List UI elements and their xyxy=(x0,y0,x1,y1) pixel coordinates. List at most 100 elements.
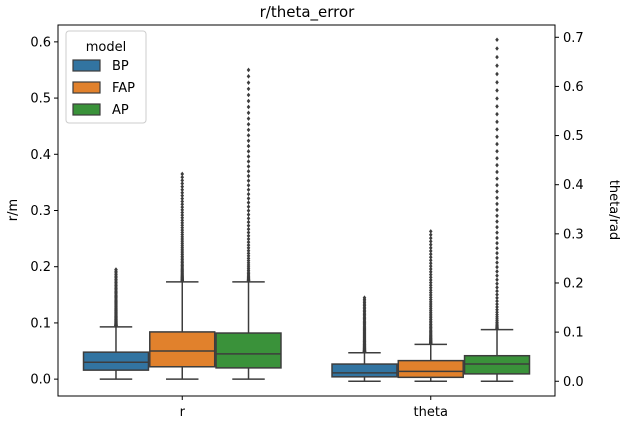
outlier-point xyxy=(180,207,185,213)
outlier-point xyxy=(246,187,251,193)
outlier-point xyxy=(495,309,499,315)
outlier-point xyxy=(246,245,251,251)
outlier-point xyxy=(246,251,251,256)
outlier-point xyxy=(495,219,499,224)
outlier-point xyxy=(246,226,251,232)
outlier-point xyxy=(246,258,251,263)
outlier-point xyxy=(495,134,499,140)
outlier-point xyxy=(495,269,499,274)
outliers xyxy=(428,229,433,346)
outlier-point xyxy=(246,80,251,85)
outlier-point xyxy=(495,260,499,265)
outlier-point xyxy=(180,227,185,233)
outlier-point xyxy=(246,208,251,213)
outlier-point xyxy=(180,190,185,196)
left-tick-label: 0.6 xyxy=(30,35,51,50)
outlier-point xyxy=(495,255,499,261)
outliers xyxy=(180,171,185,284)
outlier-point xyxy=(246,239,251,245)
outlier-point xyxy=(180,199,185,204)
outlier-point xyxy=(246,223,251,228)
outlier-point xyxy=(428,269,433,275)
outlier-point xyxy=(495,63,499,68)
outlier-point xyxy=(495,155,499,161)
outlier-point xyxy=(246,219,251,225)
outlier-point xyxy=(246,182,251,188)
outlier-point xyxy=(180,230,185,235)
outlier-point xyxy=(428,275,433,280)
outlier-point xyxy=(495,71,499,77)
outlier-point xyxy=(495,285,499,290)
outlier-point xyxy=(428,285,433,291)
outlier-point xyxy=(428,242,433,247)
outlier-point xyxy=(495,307,499,312)
outlier-point xyxy=(246,138,251,144)
box-fap-r xyxy=(149,171,216,380)
legend-label-bp: BP xyxy=(112,59,129,74)
outlier-point xyxy=(495,298,499,304)
outlier-point xyxy=(428,260,433,266)
outlier-point xyxy=(180,184,185,189)
outlier-point xyxy=(246,110,251,116)
outlier-point xyxy=(495,207,499,213)
legend-swatch-ap xyxy=(72,103,101,116)
right-tick-label: 0.0 xyxy=(563,375,584,390)
left-tick-label: 0.0 xyxy=(30,373,51,388)
outlier-point xyxy=(495,195,499,201)
left-tick-label: 0.5 xyxy=(30,92,51,107)
outlier-point xyxy=(495,104,499,109)
boxes-layer xyxy=(82,37,531,383)
outlier-point xyxy=(495,304,499,310)
outlier-point xyxy=(428,272,433,277)
outlier-point xyxy=(428,235,433,241)
outlier-point xyxy=(180,202,185,207)
outlier-point xyxy=(495,96,499,101)
outlier-point xyxy=(495,240,499,246)
outlier-point xyxy=(428,280,433,285)
right-tick-label: 0.1 xyxy=(563,326,584,341)
outlier-point xyxy=(246,204,251,209)
outlier-point xyxy=(495,288,499,294)
outlier-point xyxy=(246,154,251,159)
box-body xyxy=(215,332,282,369)
outlier-point xyxy=(246,200,251,205)
outlier-point xyxy=(428,292,433,298)
right-axis-ticks: 0.0 0.1 0.2 0.3 0.4 0.5 0.6 0.7 xyxy=(555,31,584,390)
outlier-point xyxy=(495,182,499,188)
outlier-point xyxy=(495,312,499,317)
outlier-point xyxy=(246,191,251,197)
outlier-point xyxy=(495,148,499,154)
right-tick-label: 0.3 xyxy=(563,227,584,242)
outlier-point xyxy=(495,292,499,297)
outlier-point xyxy=(495,127,499,132)
outlier-point xyxy=(180,174,185,180)
outlier-point xyxy=(495,119,499,125)
right-axis-title: theta/rad xyxy=(606,180,621,240)
outlier-point xyxy=(246,74,251,79)
box-body xyxy=(149,331,216,368)
left-tick-label: 0.3 xyxy=(30,204,51,219)
outlier-point xyxy=(246,253,251,259)
outlier-point xyxy=(428,266,433,272)
legend-label-fap: FAP xyxy=(112,81,135,96)
box-bp-theta xyxy=(331,295,398,383)
right-tick-label: 0.4 xyxy=(563,178,584,193)
outlier-point xyxy=(180,222,185,228)
outlier-point xyxy=(246,127,251,133)
outlier-point xyxy=(180,193,185,198)
outlier-point xyxy=(495,80,499,85)
outlier-point xyxy=(495,37,499,43)
outlier-point xyxy=(180,225,185,231)
outlier-point xyxy=(428,287,433,293)
outlier-point xyxy=(246,143,251,149)
outlier-point xyxy=(428,248,433,254)
legend-label-ap: AP xyxy=(112,103,129,118)
outlier-point xyxy=(495,250,499,256)
outlier-point xyxy=(246,98,251,104)
box-body xyxy=(331,363,398,378)
outlier-point xyxy=(495,224,499,230)
outlier-point xyxy=(246,149,251,154)
outlier-point xyxy=(246,168,251,174)
outlier-point xyxy=(428,239,433,244)
outlier-point xyxy=(495,281,499,286)
